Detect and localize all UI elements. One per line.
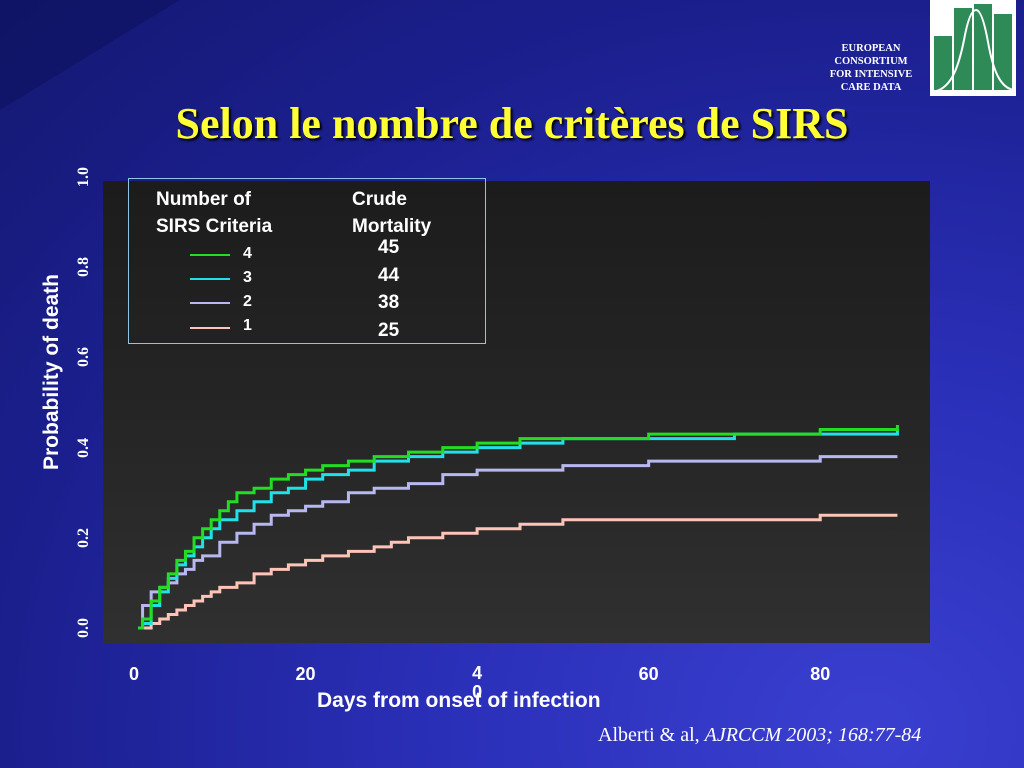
legend-entry-name: 4	[243, 245, 252, 262]
y-tick-label: 0.0	[75, 618, 92, 638]
y-tick-label: 0.4	[75, 437, 92, 458]
x-tick-label: 20	[295, 664, 316, 684]
legend-header-line: Mortality	[352, 216, 432, 237]
legend-header-line: SIRS Criteria	[156, 216, 273, 237]
y-tick-label: 0.2	[75, 527, 92, 548]
citation: Alberti & al, AJRCCM 2003; 168:77-84	[598, 724, 921, 747]
logo-line: CONSORTIUM	[834, 56, 908, 67]
x-tick-label: 80	[810, 664, 831, 684]
legend-swatch	[190, 254, 230, 256]
logo-line: CARE DATA	[840, 82, 902, 93]
legend-swatch	[190, 302, 230, 304]
x-tick-label: 0	[128, 664, 140, 684]
logo-graphic	[930, 0, 1016, 96]
citation-journal: AJRCCM 2003; 168:77-84	[704, 724, 922, 746]
legend-entry-mortality: 25	[378, 320, 400, 341]
legend-header-line: Crude	[352, 189, 407, 210]
legend-entry-name: 2	[243, 293, 252, 310]
legend-entry-name: 3	[243, 269, 252, 286]
y-axis-label: Probability of death	[40, 273, 63, 471]
legend-box	[128, 178, 486, 344]
series-line-1	[138, 513, 898, 630]
citation-authors: Alberti & al,	[598, 724, 700, 746]
y-tick-label: 0.6	[75, 347, 92, 368]
x-axis-label: Days from onset of infection	[317, 689, 601, 712]
logo-text: EUROPEAN CONSORTIUM FOR INTENSIVE CARE D…	[820, 42, 922, 94]
legend-entry-name: 1	[243, 317, 252, 334]
slide-title: Selon le nombre de critères de SIRS	[175, 99, 849, 148]
legend-header-mortality: Crude Mortality	[352, 186, 431, 240]
legend-header-line: Number of	[156, 189, 251, 210]
x-tick-label: 4 0	[472, 663, 483, 702]
logo-line: EUROPEAN	[841, 43, 901, 54]
legend-header-criteria: Number of SIRS Criteria	[156, 186, 272, 240]
series-line-2	[138, 455, 898, 630]
legend-entry-mortality: 45	[378, 237, 400, 258]
series-line-3	[138, 429, 899, 630]
legend-swatch	[190, 278, 230, 280]
corner-decoration	[0, 0, 180, 110]
y-tick-label: 1.0	[75, 167, 92, 187]
legend-entry-mortality: 38	[378, 292, 400, 313]
legend-entry-mortality: 44	[378, 265, 400, 286]
logo-line: FOR INTENSIVE	[829, 69, 913, 80]
plot-area	[103, 181, 930, 643]
legend-swatch	[190, 327, 230, 329]
y-tick-label: 0.8	[75, 257, 92, 278]
logo-icon	[931, 4, 1015, 93]
x-tick-label: 60	[638, 664, 659, 684]
series-line-4	[138, 425, 899, 630]
